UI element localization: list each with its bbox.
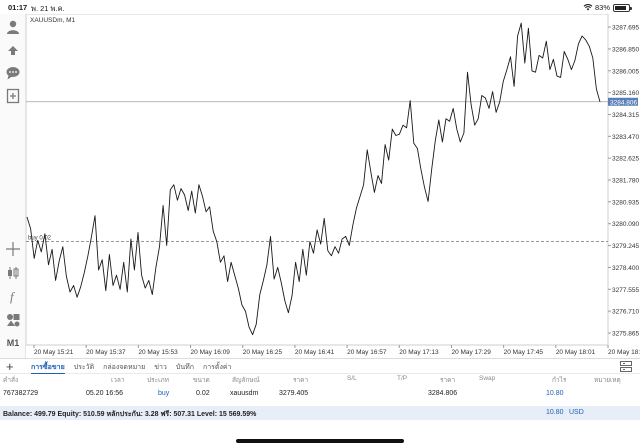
account-icon[interactable] [4, 18, 22, 36]
home-indicator [236, 439, 404, 443]
svg-text:f: f [10, 289, 16, 304]
plot-frame [26, 14, 609, 346]
y-tick-label: 3280.935 [612, 199, 639, 206]
wifi-icon [583, 3, 593, 13]
tab-1[interactable]: ประวัติ [73, 364, 95, 371]
chart-symbol-label: XAUUSDm, M1 [30, 17, 76, 24]
x-tick-label: 20 May 16:25 [243, 349, 283, 356]
x-tick-label: 20 May 18:17 [608, 349, 640, 356]
row-symbol: xauusdm [230, 390, 259, 397]
row-volume: 0.02 [196, 390, 210, 397]
y-tick-label: 3286.005 [612, 68, 639, 75]
x-tick-label: 20 May 15:53 [138, 349, 178, 356]
tab-0[interactable]: การซื้อขาย [31, 362, 65, 374]
row-profit: 10.80 [546, 390, 564, 397]
balance-bar: Balance: 499.79 Equity: 510.59 หลักประกั… [0, 406, 640, 420]
row-order: 767382729 [3, 390, 39, 397]
price-line [26, 22, 601, 336]
header-open-price: ราคา [293, 377, 309, 384]
y-tick-label: 3276.710 [612, 309, 639, 316]
header-sl: S/L [347, 375, 357, 382]
new-order-icon[interactable] [4, 87, 22, 105]
battery-icon [613, 4, 632, 12]
total-profit: 10.80 [546, 409, 564, 416]
tab-4[interactable]: บันทึก [175, 364, 194, 371]
tab-3[interactable]: ข่าว [154, 364, 167, 371]
y-tick-label: 3275.865 [612, 330, 639, 337]
balance-summary: Balance: 499.79 Equity: 510.59 หลักประกั… [3, 411, 257, 418]
header-price: ราคา [440, 377, 456, 384]
status-time: 01:17 [8, 3, 28, 12]
row-price: 3284.806 [428, 390, 458, 397]
price-chart[interactable]: 3287.695 3286.850 3286.005 3285.160 3284.315… [26, 14, 640, 358]
x-tick-label: 20 May 18:01 [556, 349, 596, 356]
row-time: 05.20 16:56 [86, 390, 123, 397]
status-bar: 01:17 พ. 21 พ.ค. 83% [0, 0, 640, 14]
header-order: คำสั่ง [3, 377, 19, 384]
currency-label: USD [569, 409, 584, 416]
tab-list: การซื้อขาย ประวัติ กล่องจดหมาย ข่าว บันทึก กา… [31, 362, 231, 374]
header-tp: T/P [397, 375, 408, 382]
current-price-label: 3284.806 [610, 99, 637, 106]
positions-header: คำสั่ง เวลา ประเภท ขนาด สัญลักษณ์ ราคา S… [0, 375, 640, 387]
x-tick-label: 20 May 16:41 [295, 349, 335, 356]
layout-icon[interactable] [620, 361, 632, 372]
y-tick-label: 3277.555 [612, 287, 639, 294]
indicators-icon[interactable]: f [4, 287, 22, 305]
battery-level: 83% [594, 3, 610, 12]
y-tick-label: 3287.695 [612, 25, 639, 32]
x-tick-label: 20 May 17:45 [504, 349, 544, 356]
x-tick-label: 20 May 17:29 [451, 349, 491, 356]
header-type: ประเภท [147, 377, 169, 384]
header-swap: Swap [479, 375, 496, 382]
tab-5[interactable]: การตั้งค่า [202, 364, 232, 371]
y-tick-label: 3279.245 [612, 243, 639, 250]
table-row[interactable]: 767382729 05.20 16:56 buy 0.02 xauusdm 3… [0, 390, 640, 404]
status-date: พ. 21 พ.ค. [31, 4, 65, 13]
tab-2[interactable]: กล่องจดหมาย [103, 364, 146, 371]
chat-icon[interactable] [4, 64, 22, 82]
y-tick-label: 3283.470 [612, 134, 639, 141]
row-type: buy [158, 390, 170, 397]
add-button[interactable]: + [6, 359, 14, 374]
bottom-tabs-bar: + การซื้อขาย ประวัติ กล่องจดหมาย ข่าว บันทึก… [0, 358, 640, 374]
x-tick-label: 20 May 15:37 [86, 349, 126, 356]
current-price-badge [608, 97, 638, 106]
crosshair-icon[interactable] [4, 240, 22, 258]
y-tick-label: 3284.315 [612, 112, 639, 119]
header-profit: กำไร [552, 377, 567, 384]
y-tick-label: 3278.400 [612, 265, 639, 272]
x-tick-label: 20 May 16:57 [347, 349, 387, 356]
timeframe-button[interactable]: M1 [6, 338, 20, 348]
header-comment: หมายเหตุ [594, 377, 621, 384]
header-volume: ขนาด [193, 377, 210, 384]
one-click-trading-icon[interactable] [4, 41, 22, 59]
chart-canvas: 3287.695 3286.850 3286.005 3285.160 3284.315… [26, 14, 640, 356]
y-tick-label: 3282.625 [612, 156, 639, 163]
x-tick-label: 20 May 16:09 [191, 349, 231, 356]
y-tick-label: 3281.780 [612, 178, 639, 185]
header-symbol: สัญลักษณ์ [232, 377, 260, 384]
x-tick-label: 20 May 15:21 [34, 349, 74, 356]
candlestick-icon[interactable] [4, 264, 22, 282]
x-tick-label: 20 May 17:13 [399, 349, 439, 356]
y-tick-label: 3286.850 [612, 46, 639, 53]
objects-icon[interactable] [4, 311, 22, 329]
y-tick-label: 3285.160 [612, 90, 639, 97]
order-line-label: buy 0.02 [28, 235, 52, 241]
left-toolbar: f M1 [0, 14, 26, 358]
header-time: เวลา [111, 377, 125, 384]
y-tick-label: 3280.090 [612, 221, 639, 228]
row-open-price: 3279.405 [279, 390, 309, 397]
